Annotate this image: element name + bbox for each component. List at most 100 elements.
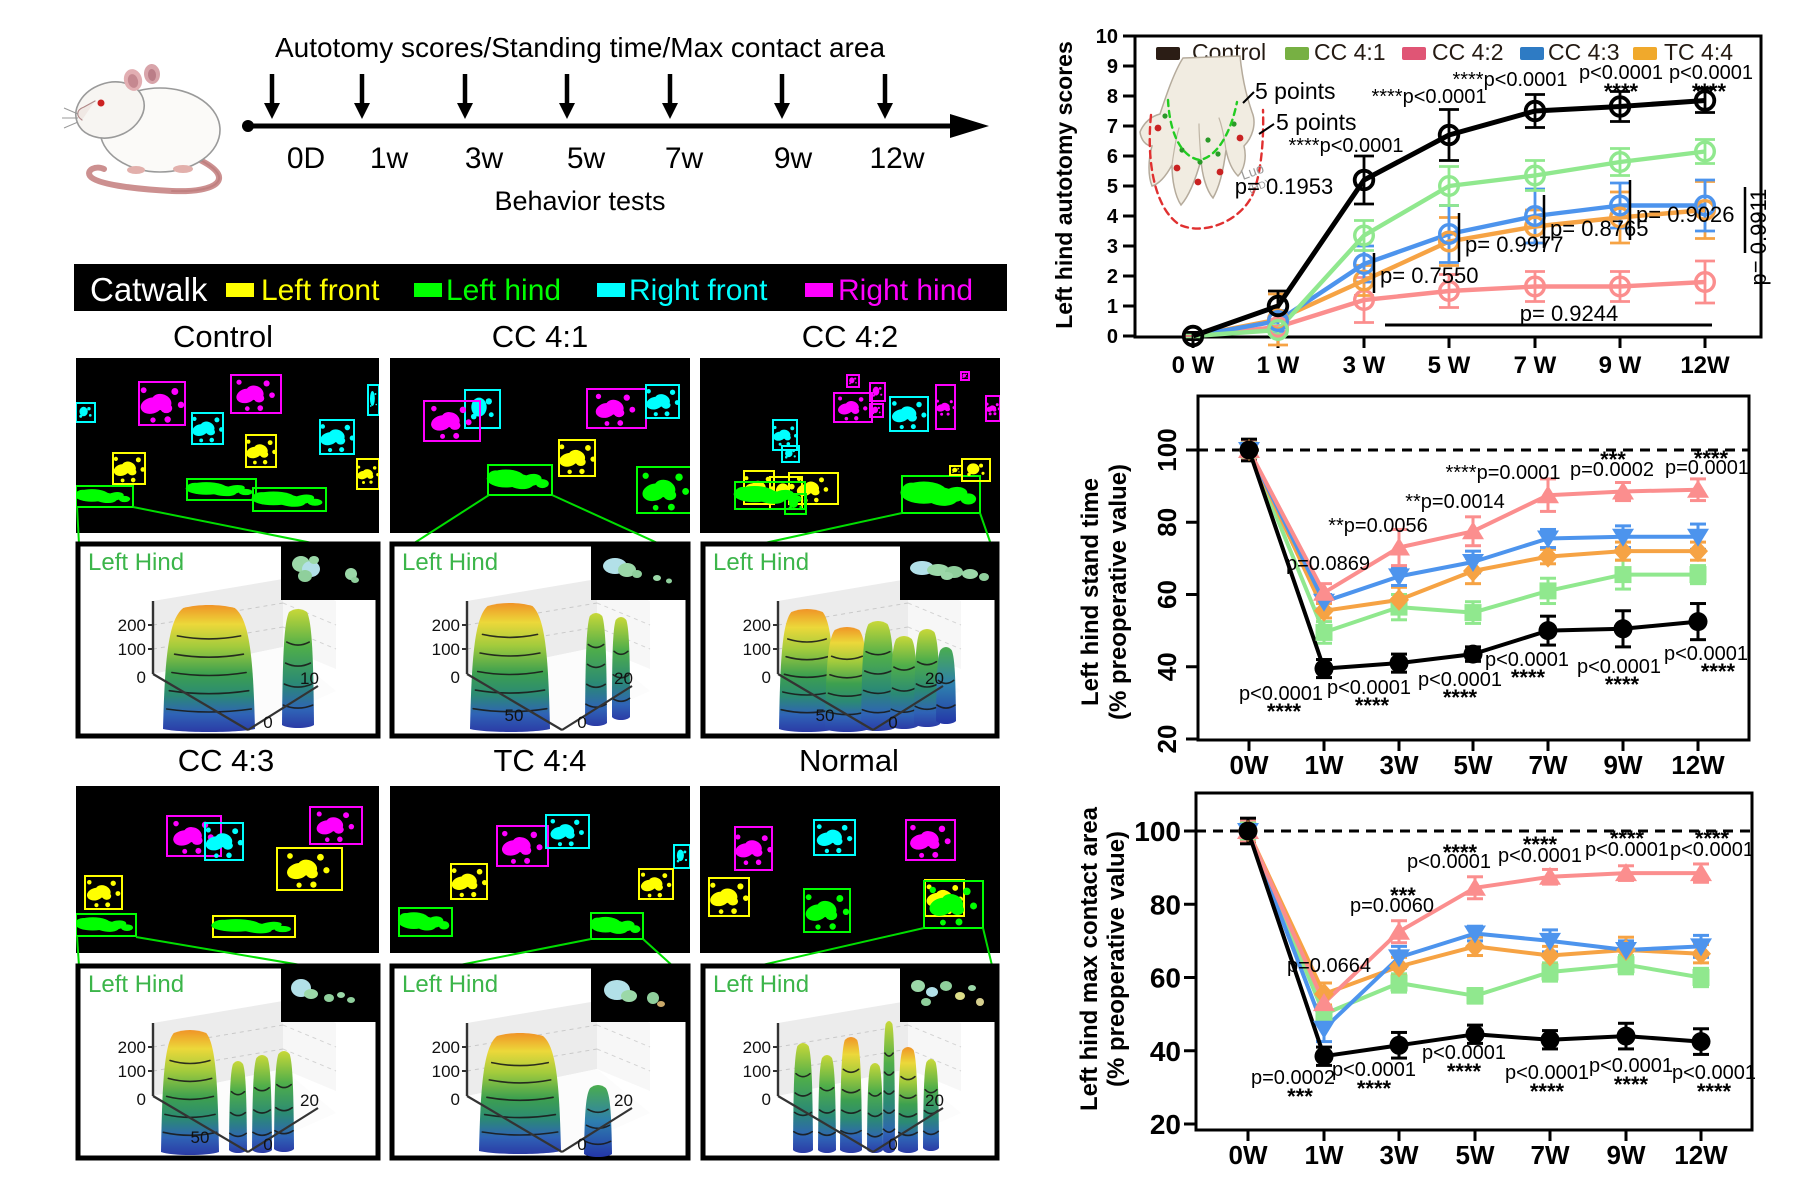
svg-text:****: **** [1604, 79, 1639, 104]
svg-text:5w: 5w [567, 142, 606, 175]
svg-text:p=0.0002: p=0.0002 [1251, 1067, 1335, 1089]
svg-text:p<0.0001: p<0.0001 [1498, 845, 1582, 867]
svg-text:p=0.0001: p=0.0001 [1665, 457, 1749, 479]
svg-text:20: 20 [925, 1091, 944, 1110]
svg-text:9W: 9W [1607, 1140, 1646, 1170]
svg-text:0: 0 [451, 668, 460, 687]
svg-text:p= 0.9977: p= 0.9977 [1465, 232, 1563, 257]
svg-text:Left Hind: Left Hind [713, 971, 809, 998]
svg-text:7W: 7W [1529, 750, 1568, 780]
svg-text:p<0.0001: p<0.0001 [1418, 669, 1502, 691]
svg-text:10: 10 [300, 669, 319, 688]
svg-text:Left hind autotomy scores: Left hind autotomy scores [1051, 41, 1077, 329]
svg-text:CC 4:1: CC 4:1 [492, 319, 588, 354]
svg-text:Left hind: Left hind [446, 274, 561, 307]
svg-text:****: **** [1614, 1072, 1649, 1097]
svg-text:0: 0 [577, 713, 586, 732]
svg-text:**p=0.0056: **p=0.0056 [1328, 515, 1428, 537]
svg-text:Left front: Left front [261, 274, 380, 307]
svg-text:p<0.0001: p<0.0001 [1577, 656, 1661, 678]
svg-text:Normal: Normal [799, 743, 899, 778]
svg-text:20: 20 [1150, 1109, 1181, 1140]
svg-text:80: 80 [1152, 508, 1182, 537]
svg-text:5 W: 5 W [1428, 352, 1471, 379]
svg-text:Left Hind: Left Hind [88, 971, 184, 998]
svg-text:1W: 1W [1305, 1140, 1344, 1170]
svg-text:4: 4 [1107, 206, 1119, 228]
svg-text:****: **** [1511, 665, 1546, 690]
svg-text:3W: 3W [1380, 1140, 1419, 1170]
svg-text:****: **** [1355, 693, 1390, 718]
svg-text:CC 4:2: CC 4:2 [1432, 39, 1504, 65]
svg-text:0: 0 [762, 668, 771, 687]
svg-text:Control: Control [173, 319, 273, 354]
svg-text:p<0.0001: p<0.0001 [1239, 683, 1323, 705]
svg-text:Left hind stand time: Left hind stand time [1077, 478, 1104, 706]
svg-text:CC 4:1: CC 4:1 [1314, 39, 1386, 65]
svg-text:0: 0 [888, 1135, 897, 1154]
svg-text:100: 100 [118, 640, 146, 659]
svg-text:50: 50 [191, 1128, 210, 1147]
svg-text:****: **** [1694, 446, 1729, 471]
svg-text:Right front: Right front [629, 274, 768, 307]
svg-text:7w: 7w [665, 142, 704, 175]
svg-text:(% preoperative value): (% preoperative value) [1105, 464, 1132, 720]
svg-text:200: 200 [743, 616, 771, 635]
svg-text:p=0.0002: p=0.0002 [1570, 459, 1654, 481]
svg-text:60: 60 [1152, 580, 1182, 609]
svg-text:0: 0 [762, 1090, 771, 1109]
svg-text:Right hind: Right hind [838, 274, 973, 307]
svg-text:TC 4:4: TC 4:4 [1664, 39, 1733, 65]
svg-text:****: **** [1610, 826, 1645, 851]
svg-text:****: **** [1530, 1079, 1565, 1104]
svg-text:60: 60 [1150, 963, 1181, 994]
svg-text:50: 50 [816, 706, 835, 725]
svg-text:0: 0 [577, 1135, 586, 1154]
svg-text:****: **** [1443, 840, 1478, 865]
svg-text:12W: 12W [1671, 750, 1725, 780]
svg-text:p<0.0001: p<0.0001 [1670, 839, 1754, 861]
svg-text:p<0.0001: p<0.0001 [1505, 1062, 1589, 1084]
svg-text:80: 80 [1150, 889, 1181, 920]
svg-text:20: 20 [300, 1091, 319, 1110]
svg-text:20: 20 [614, 1091, 633, 1110]
svg-text:p<0.0001: p<0.0001 [1407, 851, 1491, 873]
svg-text:9W: 9W [1604, 750, 1643, 780]
svg-text:20: 20 [925, 669, 944, 688]
svg-text:Autotomy scores/Standing time/: Autotomy scores/Standing time/Max contac… [275, 32, 885, 63]
svg-text:100: 100 [1134, 816, 1181, 847]
svg-text:****: **** [1357, 1076, 1392, 1101]
svg-text:40: 40 [1152, 652, 1182, 681]
svg-text:3 W: 3 W [1343, 352, 1386, 379]
svg-text:5 points: 5 points [1255, 78, 1336, 104]
svg-text:9w: 9w [774, 142, 813, 175]
svg-text:***: *** [1390, 883, 1416, 908]
svg-text:12w: 12w [869, 142, 924, 175]
svg-text:p=0.0664: p=0.0664 [1287, 955, 1371, 977]
svg-text:10: 10 [1096, 26, 1118, 48]
svg-text:1: 1 [1107, 296, 1118, 318]
svg-text:0: 0 [263, 713, 272, 732]
svg-text:1 W: 1 W [1257, 352, 1300, 379]
svg-text:9: 9 [1107, 56, 1118, 78]
svg-text:100: 100 [743, 1062, 771, 1081]
svg-text:****: **** [1692, 79, 1727, 104]
svg-text:7 W: 7 W [1514, 352, 1557, 379]
svg-text:Luo: Luo [1239, 160, 1267, 183]
svg-text:Left Hind: Left Hind [402, 549, 498, 576]
svg-text:p<0.0001: p<0.0001 [1672, 1062, 1756, 1084]
svg-text:****: **** [1605, 672, 1640, 697]
svg-text:3w: 3w [465, 142, 504, 175]
svg-text:Left Hind: Left Hind [88, 549, 184, 576]
svg-text:8: 8 [1107, 86, 1118, 108]
svg-text:****: **** [1701, 659, 1736, 684]
svg-text:p<0.0001: p<0.0001 [1332, 1059, 1416, 1081]
svg-text:200: 200 [432, 1038, 460, 1057]
svg-text:****p<0.0001: ****p<0.0001 [1452, 69, 1567, 91]
svg-text:p<0.0001: p<0.0001 [1585, 839, 1669, 861]
svg-text:****p<0.0001: ****p<0.0001 [1371, 86, 1486, 108]
svg-text:p= 0.9026: p= 0.9026 [1636, 202, 1734, 227]
svg-text:CC 4:3: CC 4:3 [1548, 39, 1620, 65]
svg-text:0: 0 [1107, 326, 1118, 348]
svg-text:****: **** [1697, 1079, 1732, 1104]
